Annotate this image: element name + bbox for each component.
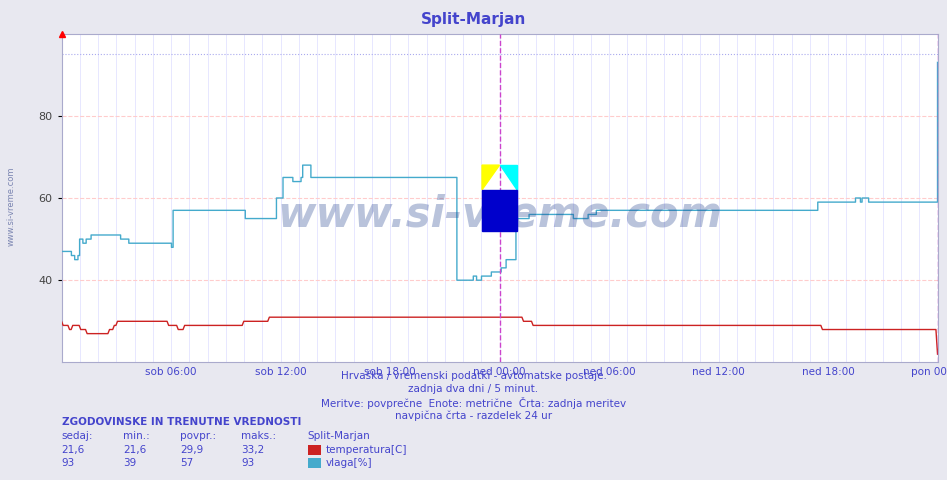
Text: Meritve: povprečne  Enote: metrične  Črta: zadnja meritev: Meritve: povprečne Enote: metrične Črta:… xyxy=(321,397,626,409)
Text: 29,9: 29,9 xyxy=(180,444,204,455)
Text: 21,6: 21,6 xyxy=(123,444,147,455)
Text: 93: 93 xyxy=(241,458,255,468)
Polygon shape xyxy=(500,165,517,190)
Text: Hrvaška / vremenski podatki - avtomatske postaje.: Hrvaška / vremenski podatki - avtomatske… xyxy=(341,371,606,381)
Text: navpična črta - razdelek 24 ur: navpična črta - razdelek 24 ur xyxy=(395,411,552,421)
Text: 57: 57 xyxy=(180,458,193,468)
Text: 21,6: 21,6 xyxy=(62,444,85,455)
Text: www.si-vreme.com: www.si-vreme.com xyxy=(7,167,16,246)
Text: 39: 39 xyxy=(123,458,136,468)
Text: sedaj:: sedaj: xyxy=(62,431,93,441)
Text: zadnja dva dni / 5 minut.: zadnja dva dni / 5 minut. xyxy=(408,384,539,394)
Text: temperatura[C]: temperatura[C] xyxy=(326,444,407,455)
Text: min.:: min.: xyxy=(123,431,150,441)
Polygon shape xyxy=(482,165,500,190)
Text: Split-Marjan: Split-Marjan xyxy=(308,431,370,441)
Text: povpr.:: povpr.: xyxy=(180,431,216,441)
Text: maks.:: maks.: xyxy=(241,431,277,441)
Text: vlaga[%]: vlaga[%] xyxy=(326,458,372,468)
Text: 93: 93 xyxy=(62,458,75,468)
Text: ZGODOVINSKE IN TRENUTNE VREDNOSTI: ZGODOVINSKE IN TRENUTNE VREDNOSTI xyxy=(62,417,301,427)
Polygon shape xyxy=(482,190,517,231)
Text: 33,2: 33,2 xyxy=(241,444,265,455)
Text: www.si-vreme.com: www.si-vreme.com xyxy=(277,193,722,235)
Text: Split-Marjan: Split-Marjan xyxy=(420,12,527,27)
